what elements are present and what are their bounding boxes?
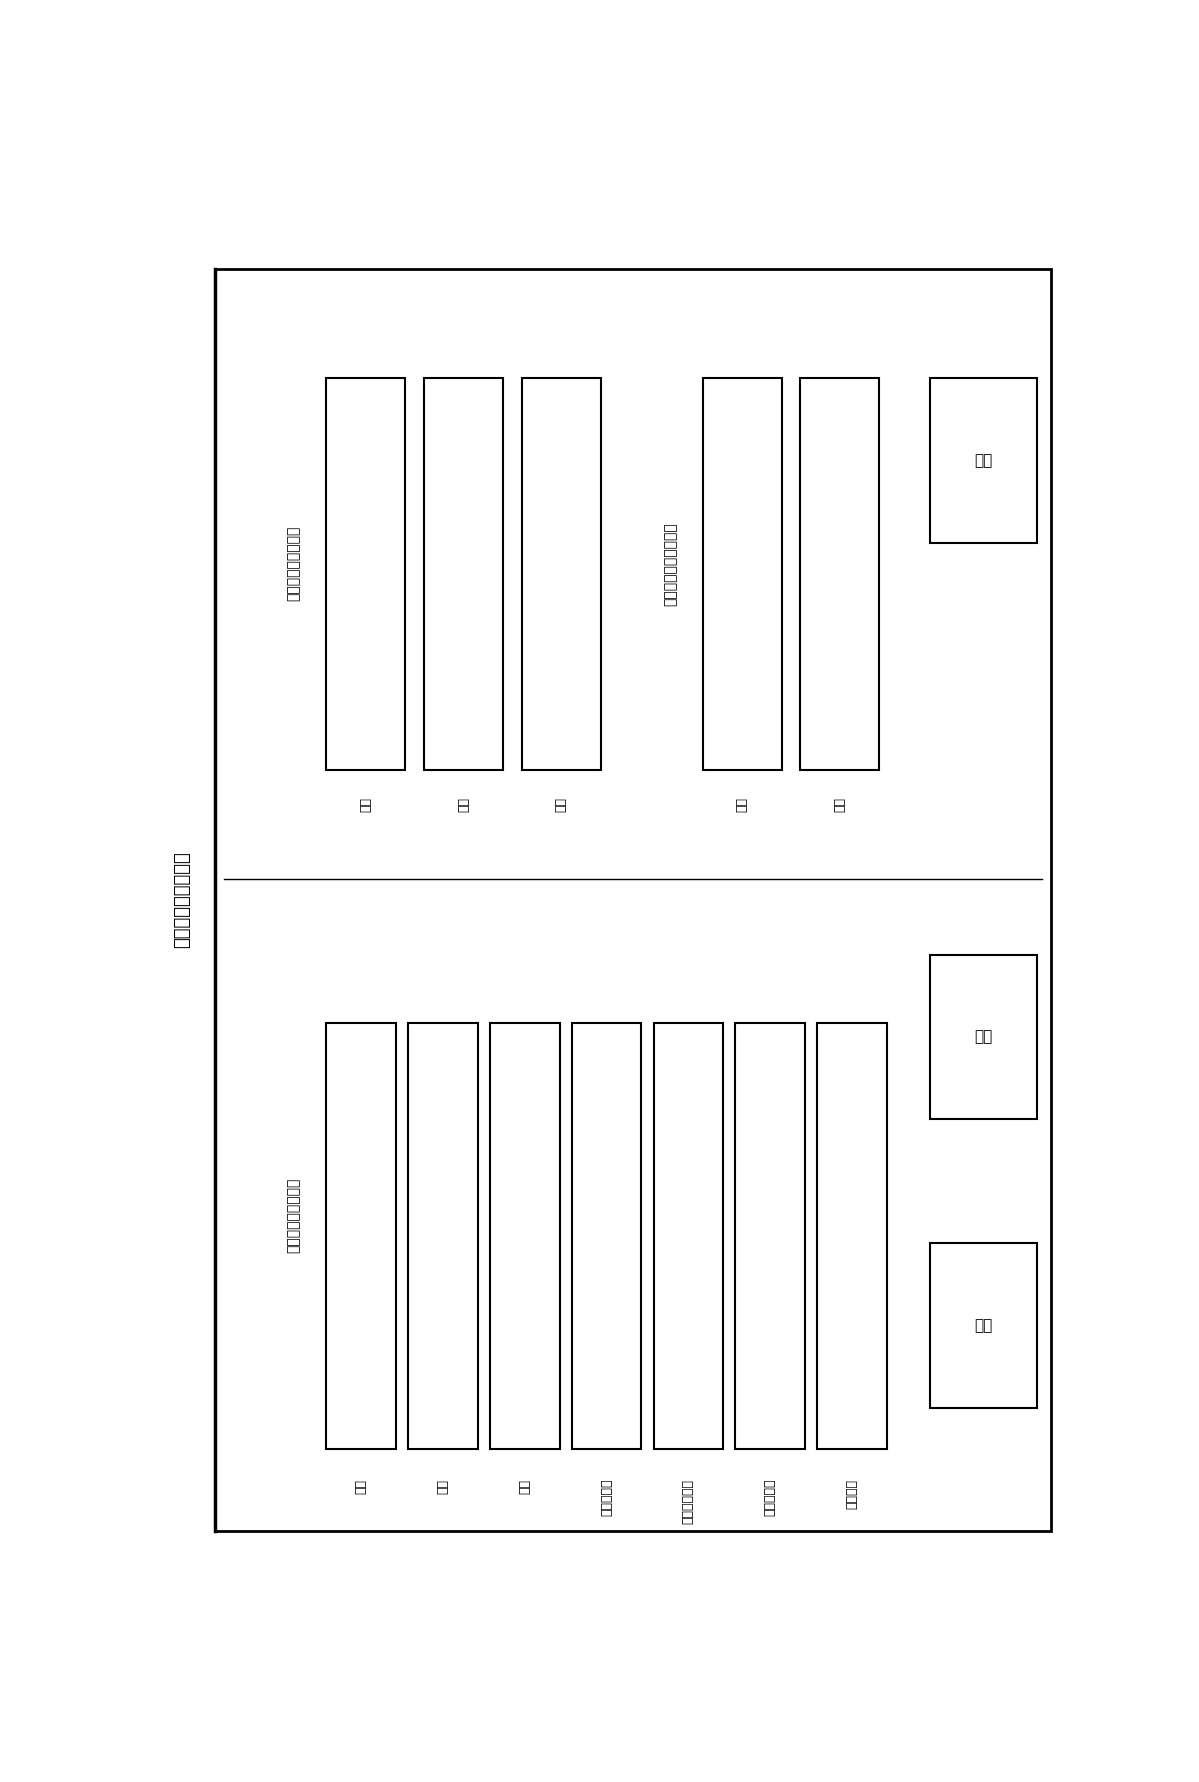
Bar <box>930 1244 1037 1408</box>
Text: 激励: 激励 <box>360 797 373 813</box>
Text: 电磁场数值分析平台: 电磁场数值分析平台 <box>174 852 192 948</box>
Text: 取消: 取消 <box>975 1030 993 1044</box>
Bar <box>572 1023 641 1449</box>
Text: 相位: 相位 <box>833 797 846 813</box>
Text: 高度: 高度 <box>355 1479 368 1493</box>
Text: 半径: 半径 <box>555 797 567 813</box>
Text: 半径: 半径 <box>518 1479 531 1493</box>
Text: 介质尺寸: 介质尺寸 <box>845 1479 858 1509</box>
Bar <box>326 378 405 770</box>
Bar <box>653 1023 723 1449</box>
Text: 幅值: 幅值 <box>736 797 748 813</box>
Text: 长度: 长度 <box>457 797 470 813</box>
Text: 介质传导率: 介质传导率 <box>600 1479 613 1516</box>
Text: 干扰设备激励参数设置: 干扰设备激励参数设置 <box>663 522 677 606</box>
Text: 确定: 确定 <box>975 1317 993 1333</box>
Text: 关闭: 关闭 <box>975 453 993 469</box>
Text: 介质介电常数: 介质介电常数 <box>682 1479 695 1524</box>
Bar <box>930 955 1037 1119</box>
Bar <box>522 378 601 770</box>
Bar <box>735 1023 805 1449</box>
Bar <box>817 1023 887 1449</box>
Text: 线缆与介质参数设置: 线缆与介质参数设置 <box>287 1178 301 1253</box>
Text: 单极子天线参数设置: 单极子天线参数设置 <box>287 526 301 601</box>
Bar <box>326 1023 396 1449</box>
Text: 介质磁导率: 介质磁导率 <box>764 1479 777 1516</box>
Bar <box>424 378 504 770</box>
Bar <box>703 378 782 770</box>
Bar <box>408 1023 478 1449</box>
Bar <box>930 378 1037 544</box>
Bar <box>801 378 879 770</box>
Text: 长度: 长度 <box>436 1479 450 1493</box>
Bar <box>490 1023 560 1449</box>
